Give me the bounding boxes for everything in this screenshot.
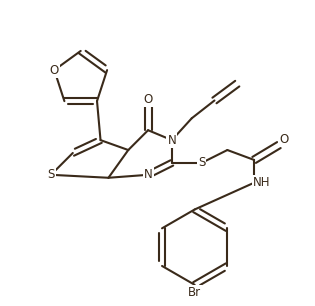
Text: NH: NH bbox=[253, 176, 271, 189]
Text: O: O bbox=[143, 93, 153, 106]
Text: O: O bbox=[279, 132, 289, 146]
Text: S: S bbox=[198, 156, 205, 170]
Text: N: N bbox=[168, 134, 176, 147]
Text: Br: Br bbox=[188, 286, 201, 299]
Text: O: O bbox=[50, 64, 59, 76]
Text: N: N bbox=[144, 168, 152, 181]
Text: S: S bbox=[47, 168, 55, 181]
